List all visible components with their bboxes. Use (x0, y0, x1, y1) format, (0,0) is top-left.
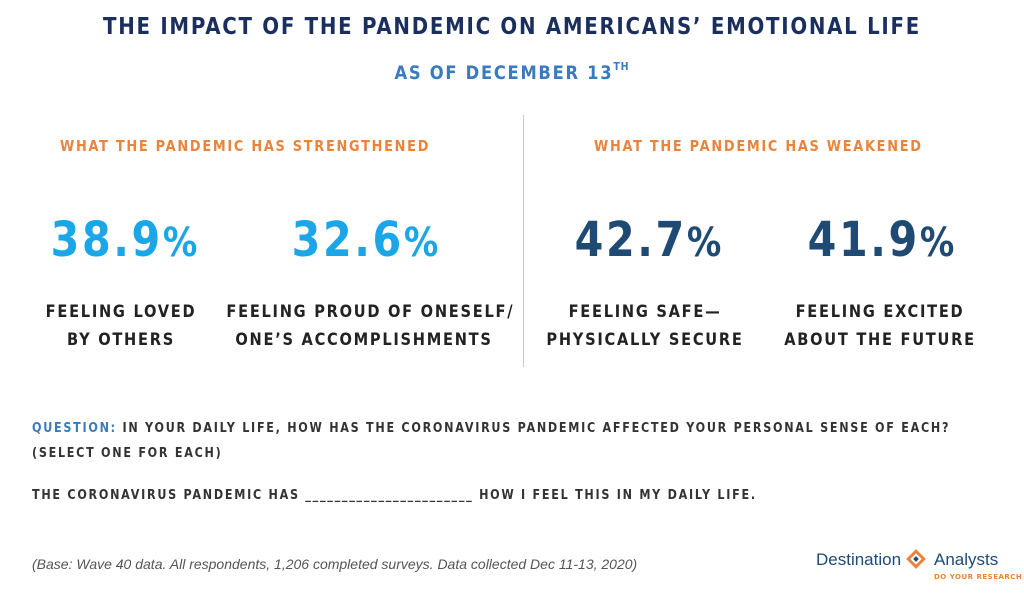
stat-number: 32.6 (291, 212, 404, 268)
logo-tagline: DO YOUR RESEARCH (934, 573, 1023, 581)
survey-question: QUESTION: IN YOUR DAILY LIFE, HOW HAS TH… (32, 416, 995, 466)
page-title: THE IMPACT OF THE PANDEMIC ON AMERICANS’… (103, 14, 921, 40)
stat-number: 42.7 (574, 212, 687, 268)
question-text: IN YOUR DAILY LIFE, HOW HAS THE CORONAVI… (32, 421, 951, 461)
weakened-heading: WHAT THE PANDEMIC HAS WEAKENED (594, 137, 923, 155)
question-label: QUESTION: (32, 421, 117, 436)
stat-value-safe: 42.7% (553, 212, 742, 268)
stat-label-proud: FEELING PROUD OF ONESELF/ ONE’S ACCOMPLI… (226, 298, 515, 354)
base-footnote: (Base: Wave 40 data. All respondents, 1,… (32, 556, 638, 572)
stat-label-safe: FEELING SAFE— PHYSICALLY SECURE (507, 298, 782, 354)
stat-value-excited: 41.9% (786, 212, 975, 268)
stat-unit: % (919, 220, 955, 266)
section-divider (523, 115, 524, 367)
page-subtitle: AS OF DECEMBER 13TH (72, 60, 953, 84)
stat-label-excited: FEELING EXCITED ABOUT THE FUTURE (742, 298, 1017, 354)
diamond-logo-icon (906, 549, 926, 569)
stat-unit: % (686, 220, 722, 266)
subtitle-text: AS OF DECEMBER 13 (394, 62, 614, 84)
stat-unit: % (403, 220, 439, 266)
stat-label-line: ONE’S ACCOMPLISHMENTS (235, 330, 493, 350)
stat-label-line: FEELING EXCITED (795, 302, 965, 322)
stat-label-line: PHYSICALLY SECURE (546, 330, 744, 350)
stat-unit: % (162, 220, 198, 266)
stat-label-line: FEELING PROUD OF ONESELF/ (226, 302, 515, 322)
stat-value-loved: 38.9% (29, 212, 218, 268)
stat-label-line: BY OTHERS (67, 330, 175, 350)
logo-name-part2: Analysts (934, 550, 999, 569)
question-fill-in: THE CORONAVIRUS PANDEMIC HAS ___________… (32, 488, 757, 503)
subtitle-superscript: TH (613, 60, 630, 73)
stat-label-line: FEELING SAFE— (568, 302, 722, 322)
stat-number: 38.9 (50, 212, 163, 268)
strengthened-heading: WHAT THE PANDEMIC HAS STRENGTHENED (60, 137, 431, 155)
stat-label-line: ABOUT THE FUTURE (784, 330, 976, 350)
stat-value-proud: 32.6% (270, 212, 459, 268)
stat-number: 41.9 (807, 212, 920, 268)
stat-label-line: FEELING LOVED (45, 302, 197, 322)
destination-analysts-logo: Destination Analysts DO YOUR RESEARCH (816, 548, 1022, 588)
logo-name-part1: Destination (816, 550, 902, 569)
stat-label-loved: FEELING LOVED BY OTHERS (0, 298, 259, 354)
